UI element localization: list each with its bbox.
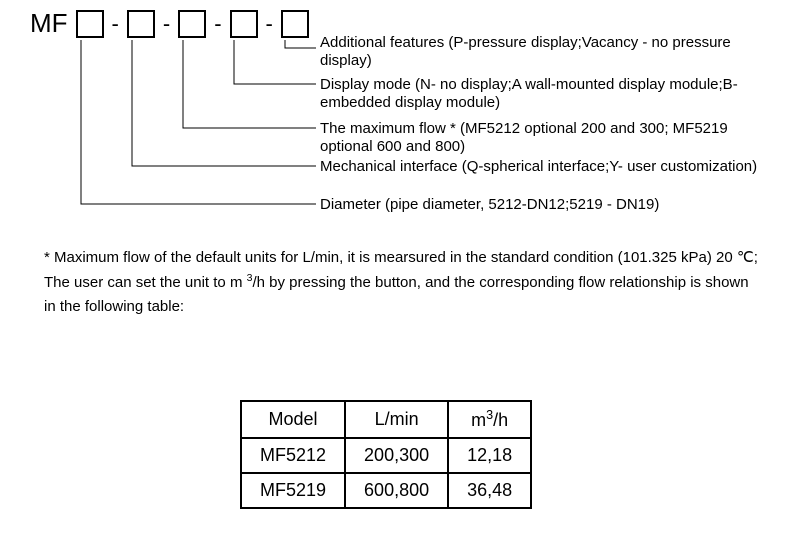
col-lmin: L/min <box>345 401 448 438</box>
code-slot-1 <box>127 10 155 38</box>
footnote-2-prefix: The user can set the unit to m <box>44 274 242 291</box>
code-slot-4 <box>281 10 309 38</box>
code-dash-2: - <box>214 11 221 37</box>
cell-lmin-1: 600,800 <box>345 473 448 508</box>
cell-m3h-1: 36,48 <box>448 473 531 508</box>
table-row: MF5219 600,800 36,48 <box>241 473 531 508</box>
flow-conversion-table: Model L/min m3/h MF5212 200,300 12,18 MF… <box>240 400 532 509</box>
code-dash-3: - <box>266 11 273 37</box>
part-code-row: MF - - - - <box>30 8 309 39</box>
table-header-row: Model L/min m3/h <box>241 401 531 438</box>
code-slot-3 <box>230 10 258 38</box>
footnote-block: * Maximum flow of the default units for … <box>44 246 760 319</box>
cell-model-1: MF5219 <box>241 473 345 508</box>
cell-model-0: MF5212 <box>241 438 345 473</box>
callout-3: Mechanical interface (Q-spherical interf… <box>320 158 757 176</box>
callout-4: Diameter (pipe diameter, 5212-DN12;5219 … <box>320 196 659 214</box>
code-dash-1: - <box>163 11 170 37</box>
callout-2: The maximum flow * (MF5212 optional 200 … <box>320 120 780 156</box>
col-m3h: m3/h <box>448 401 531 438</box>
callout-1: Display mode (N- no display;A wall-mount… <box>320 76 780 112</box>
cell-m3h-0: 12,18 <box>448 438 531 473</box>
cell-lmin-0: 200,300 <box>345 438 448 473</box>
code-dash-0: - <box>112 11 119 37</box>
code-prefix: MF <box>30 8 68 39</box>
footnote-1: * Maximum flow of the default units for … <box>44 249 758 266</box>
callout-0: Additional features (P-pressure display;… <box>320 34 780 70</box>
code-slot-2 <box>178 10 206 38</box>
col-model: Model <box>241 401 345 438</box>
table-row: MF5212 200,300 12,18 <box>241 438 531 473</box>
code-slot-0 <box>76 10 104 38</box>
